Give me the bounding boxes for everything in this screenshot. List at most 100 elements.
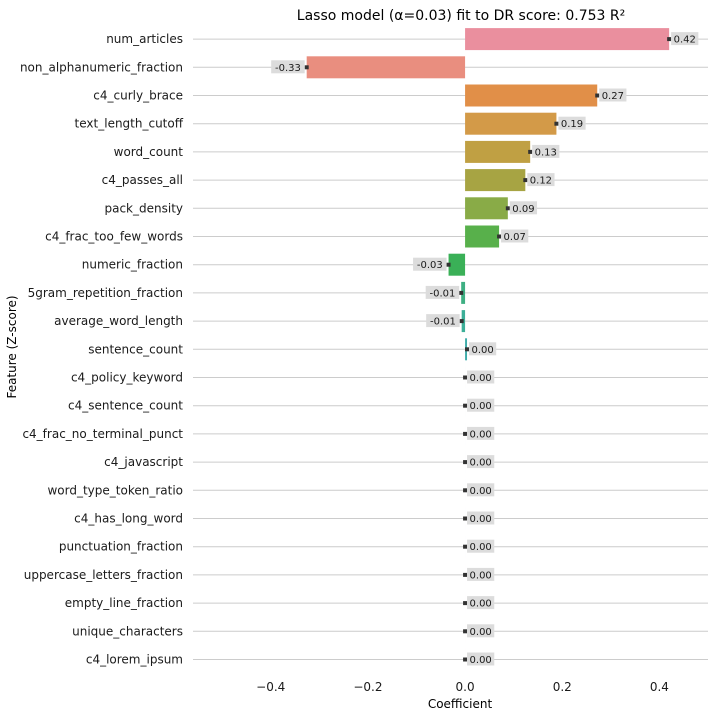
data-label-bg [467, 511, 495, 525]
y-tick-label: c4_lorem_ipsum [86, 653, 183, 667]
data-label-bg [527, 173, 555, 187]
error-marker [505, 206, 510, 211]
y-tick-label: punctuation_fraction [59, 540, 183, 554]
data-label-bg [271, 60, 305, 74]
y-tick-label: c4_curly_brace [93, 89, 183, 103]
y-tick-label: c4_frac_no_terminal_punct [22, 427, 183, 441]
data-label: 0.00 [470, 599, 492, 610]
data-label-bg [467, 652, 495, 666]
y-axis-label: Feature (Z-score) [5, 295, 19, 398]
data-labels: 0.42 -0.33 0.27 0.19 0.13 0.12 0.09 0.07 -0.03 -0… [271, 32, 699, 666]
y-tick-label: c4_javascript [104, 455, 183, 469]
data-label: -0.03 [417, 260, 443, 271]
data-label: 0.00 [470, 373, 492, 384]
bar [465, 112, 557, 135]
chart-title: Lasso model (α=0.03) fit to DR score: 0.… [297, 8, 625, 24]
error-marker [463, 516, 468, 521]
data-label: 0.00 [470, 627, 492, 638]
error-marker [523, 178, 528, 183]
error-marker [459, 290, 464, 295]
data-label: 0.00 [471, 345, 493, 356]
error-marker [463, 403, 468, 408]
bar [465, 28, 670, 51]
data-label: 0.00 [470, 458, 492, 469]
data-label: 0.00 [470, 570, 492, 581]
data-label-bg [467, 567, 495, 581]
y-tick-label: c4_policy_keyword [71, 371, 183, 385]
y-tick-labels: num_articles non_alphanumeric_fraction c4_… [20, 32, 184, 666]
data-label-bg [467, 426, 495, 440]
data-label-bg [532, 144, 560, 158]
error-marker [463, 601, 468, 606]
y-tick-label: c4_passes_all [102, 173, 183, 187]
error-marker [446, 262, 451, 267]
x-tick-labels: −0.4 −0.2 0.0 0.2 0.4 [256, 680, 669, 694]
data-label: 0.13 [535, 147, 557, 158]
error-marker [304, 65, 309, 70]
data-label: -0.01 [430, 317, 456, 328]
data-label-bg [467, 539, 495, 553]
data-label: 0.00 [470, 401, 492, 412]
bar [306, 56, 466, 79]
data-label: 0.27 [602, 91, 624, 102]
x-tick-label: −0.4 [256, 680, 285, 694]
x-tick-label: 0.0 [456, 680, 475, 694]
y-tick-label: numeric_fraction [82, 258, 183, 272]
data-label-bg [501, 229, 529, 243]
data-label: 0.00 [470, 514, 492, 525]
error-marker [463, 657, 468, 662]
bar [465, 225, 500, 248]
data-label-bg [426, 314, 460, 328]
data-label: -0.33 [275, 63, 301, 74]
y-tick-label: c4_frac_too_few_words [45, 230, 183, 244]
data-label-bg [469, 342, 497, 356]
y-tick-label: num_articles [106, 32, 183, 46]
data-label: 0.09 [512, 204, 534, 215]
y-tick-label: text_length_cutoff [75, 117, 184, 131]
bar [465, 140, 531, 163]
bar [465, 197, 508, 220]
data-label-bg [671, 32, 699, 46]
error-marker [497, 234, 502, 239]
y-tick-label: word_count [114, 145, 184, 159]
y-tick-label: 5gram_repetition_fraction [28, 286, 183, 300]
error-marker [463, 629, 468, 634]
error-marker [463, 375, 468, 380]
error-marker [463, 460, 468, 465]
data-label: 0.00 [470, 542, 492, 553]
error-marker [459, 319, 464, 324]
data-label: -0.01 [430, 288, 456, 299]
y-tick-label: c4_sentence_count [68, 399, 183, 413]
data-label-bg [413, 257, 447, 271]
data-label-bg [467, 370, 495, 384]
bar [448, 253, 466, 276]
data-label-bg [467, 455, 495, 469]
error-marker [667, 37, 672, 42]
y-tick-label: empty_line_fraction [65, 596, 183, 610]
error-marker [463, 488, 468, 493]
x-tick-label: 0.2 [553, 680, 572, 694]
x-tick-label: 0.4 [650, 680, 669, 694]
error-marker [463, 572, 468, 577]
y-tick-label: word_type_token_ratio [47, 483, 183, 497]
data-label-bg [599, 88, 627, 102]
data-label-bg [467, 483, 495, 497]
data-label: 0.00 [470, 655, 492, 666]
data-label-bg [467, 596, 495, 610]
error-marker [595, 93, 600, 98]
error-marker [528, 149, 533, 154]
data-label-bg [467, 624, 495, 638]
data-label: 0.12 [530, 176, 552, 187]
data-label: 0.07 [504, 232, 526, 243]
y-tick-label: unique_characters [72, 624, 183, 638]
gridlines [193, 38, 708, 660]
data-label: 0.00 [470, 486, 492, 497]
data-label: 0.00 [470, 429, 492, 440]
x-axis-label: Coefficient [428, 697, 493, 711]
bar [465, 169, 526, 192]
y-tick-label: sentence_count [88, 342, 183, 356]
x-tick-label: −0.2 [353, 680, 382, 694]
error-marker [465, 347, 470, 352]
bar [465, 84, 598, 107]
